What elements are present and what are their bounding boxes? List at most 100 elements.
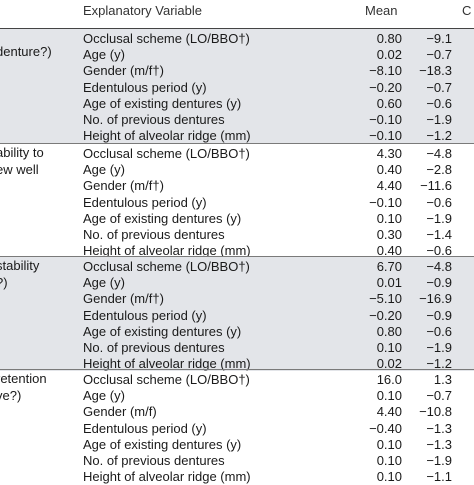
table-row: Height of alveolar ridge (mm) 0.40 −0.6 [0,242,474,259]
variable-cell: Gender (m/f†) [83,178,164,194]
variable-cell: Height of alveolar ridge (mm) [83,243,251,259]
mean-cell: −8.10 [369,63,402,79]
table-row: Age of existing dentures (y) 0.60 −0.6 [0,95,474,112]
table-group-4: retention ve?) Occlusal scheme (LO/BBO†) 1… [0,369,474,484]
variable-cell: Age of existing dentures (y) [83,210,242,226]
mean-cell: 0.10 [376,453,402,468]
ci-cell: 1.3 [433,372,452,387]
variable-cell: Occlusal scheme (LO/BBO†) [83,372,250,387]
variable-cell: Age of existing dentures (y) [83,95,242,111]
mean-cell: −0.40 [369,420,402,436]
table-row: Age of existing dentures (y) 0.10 −1.3 [0,436,474,453]
variable-cell: Gender (m/f†) [83,291,164,307]
table-row: Height of alveolar ridge (mm) 0.10 −1.1 [0,468,474,485]
table-row: Age (y) 0.01 −0.9 [0,274,474,291]
table-row: Edentulous period (y) −0.20 −0.9 [0,307,474,324]
group-label: ability to ew well [0,145,44,177]
ci-cell: −1.9 [426,340,452,355]
variable-cell: Height of alveolar ridge (mm) [83,356,251,372]
ci-cell: −1.3 [426,420,452,436]
ci-cell: −1.4 [426,227,452,242]
table-row: Age of existing dentures (y) 0.10 −1.9 [0,210,474,227]
ci-cell: −2.8 [426,162,452,178]
ci-cell: −0.6 [426,243,452,259]
variable-cell: Age of existing dentures (y) [83,436,242,452]
table-row: Gender (m/f†) 4.40 −11.6 [0,177,474,194]
table-row: No. of previous dentures 0.10 −1.9 [0,452,474,469]
ci-cell: −9.1 [426,31,452,46]
table-row: No. of previous dentures 0.30 −1.4 [0,226,474,243]
mean-cell: 16.0 [376,372,402,387]
mean-cell: 0.01 [376,275,402,291]
group-label: retention ve?) [0,371,47,403]
table-row: Age (y) 0.40 −2.8 [0,161,474,178]
ci-cell: −1.9 [426,453,452,468]
ci-cell: −0.9 [426,275,452,291]
mean-cell: −0.10 [369,112,402,127]
variable-cell: Height of alveolar ridge (mm) [83,128,251,144]
table-group-3: stability ?) Occlusal scheme (LO/BBO†) 6.7… [0,256,474,372]
table-row: Gender (m/f†) −8.10 −18.3 [0,62,474,79]
ci-cell: −4.8 [426,259,452,274]
table-row: Gender (m/f†) −5.10 −16.9 [0,290,474,307]
mean-cell: 0.10 [376,210,402,226]
variable-cell: Occlusal scheme (LO/BBO†) [83,31,250,46]
mean-cell: −0.20 [369,79,402,95]
table-row: Age of existing dentures (y) 0.80 −0.6 [0,323,474,340]
table-row: Edentulous period (y) −0.40 −1.3 [0,420,474,437]
table-row: Gender (m/f) 4.40 −10.8 [0,403,474,420]
mean-cell: 0.02 [376,47,402,63]
ci-cell: −0.7 [426,47,452,63]
variable-cell: Occlusal scheme (LO/BBO†) [83,259,250,274]
ci-cell: −0.6 [426,95,452,111]
variable-cell: No. of previous dentures [83,112,225,127]
variable-cell: Age of existing dentures (y) [83,323,242,339]
variable-cell: Gender (m/f†) [83,63,164,79]
table-row: Edentulous period (y) −0.20 −0.7 [0,79,474,96]
table-row: Age (y) 0.10 −0.7 [0,387,474,404]
variable-cell: Edentulous period (y) [83,420,207,436]
mean-cell: 0.10 [376,340,402,355]
table-row: No. of previous dentures 0.10 −1.9 [0,339,474,356]
variable-cell: Edentulous period (y) [83,194,207,210]
ci-cell: −18.3 [419,63,452,79]
ci-cell: −1.9 [426,210,452,226]
header-mean: Mean [365,3,398,18]
variable-cell: Age (y) [83,47,125,63]
mean-cell: 0.80 [376,323,402,339]
table-row: Occlusal scheme (LO/BBO†) 0.80 −9.1 [0,30,474,47]
mean-cell: 0.10 [376,469,402,485]
mean-cell: 4.40 [376,404,402,420]
table-row: Occlusal scheme (LO/BBO†) 4.30 −4.8 [0,145,474,162]
ci-cell: −10.8 [419,404,452,420]
ci-cell: −1.9 [426,112,452,127]
table-row: Height of alveolar ridge (mm) −0.10 −1.2 [0,127,474,144]
table-row: Occlusal scheme (LO/BBO†) 6.70 −4.8 [0,258,474,275]
ci-cell: −1.2 [426,356,452,372]
variable-cell: No. of previous dentures [83,453,225,468]
table-row: Edentulous period (y) −0.10 −0.6 [0,194,474,211]
table-header: Explanatory Variable Mean C [0,0,474,29]
variable-cell: Edentulous period (y) [83,79,207,95]
variable-cell: Height of alveolar ridge (mm) [83,469,251,485]
variable-cell: Occlusal scheme (LO/BBO†) [83,146,250,161]
table-row: No. of previous dentures −0.10 −1.9 [0,111,474,128]
ci-cell: −0.7 [426,388,452,404]
variable-cell: Age (y) [83,162,125,178]
ci-cell: −1.2 [426,128,452,144]
mean-cell: −0.20 [369,307,402,323]
variable-cell: No. of previous dentures [83,227,225,242]
ci-cell: −1.3 [426,436,452,452]
group-label: stability ?) [0,258,40,290]
ci-cell: −4.8 [426,146,452,161]
mean-cell: 0.10 [376,388,402,404]
mean-cell: 4.40 [376,178,402,194]
mean-cell: 0.60 [376,95,402,111]
ci-cell: −0.6 [426,194,452,210]
variable-cell: Edentulous period (y) [83,307,207,323]
ci-cell: −16.9 [419,291,452,307]
header-explanatory-variable: Explanatory Variable [83,3,202,18]
table-row: Age (y) 0.02 −0.7 [0,46,474,63]
table-row: Height of alveolar ridge (mm) 0.02 −1.2 [0,355,474,372]
